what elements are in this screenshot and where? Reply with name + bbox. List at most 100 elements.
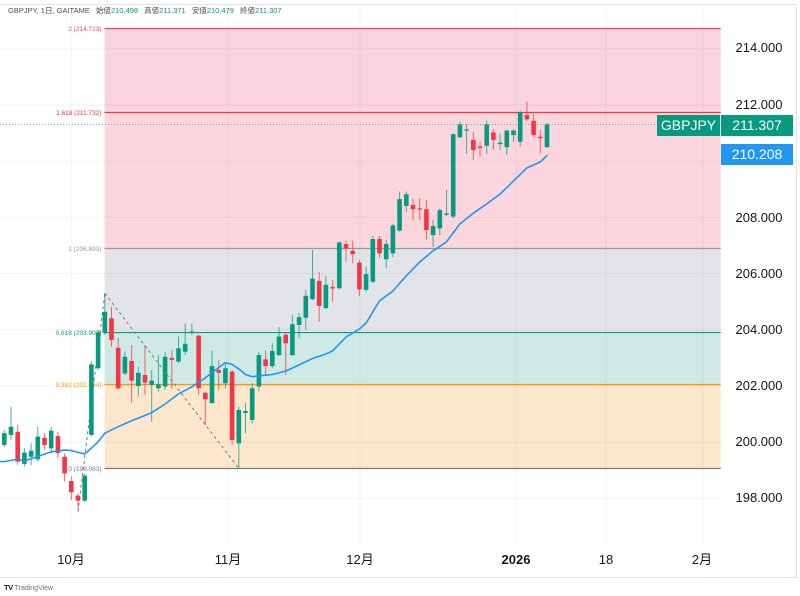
tradingview-logo[interactable]: TV TradingView — [4, 583, 53, 592]
last-price-tag: 211.307 — [721, 115, 793, 136]
moving-average-polyline — [0, 154, 548, 463]
candle — [370, 235, 376, 284]
candle — [62, 453, 67, 482]
candle-body — [249, 388, 255, 421]
candle-body — [383, 244, 389, 260]
candle — [316, 272, 322, 322]
candle-body — [55, 436, 61, 454]
candle — [42, 432, 47, 451]
symbol-legend[interactable]: GBPJPY, 1日, GAITAME 始値210.498 高値211.371 … — [8, 5, 286, 16]
candle — [203, 391, 208, 426]
candle — [142, 344, 148, 395]
price-tick: 200.000 — [735, 434, 783, 449]
candle — [28, 443, 34, 465]
ohlc-open-label: 始値 — [95, 6, 111, 15]
candle — [82, 473, 87, 502]
candle-body — [471, 139, 476, 150]
price-tick: 198.000 — [735, 490, 783, 505]
candle-body — [142, 375, 148, 383]
candle-body — [223, 368, 228, 384]
candle-body — [82, 475, 87, 501]
candle — [256, 351, 262, 392]
candle-body — [424, 209, 429, 231]
candle — [69, 476, 74, 501]
candle — [323, 275, 329, 310]
candle-body — [209, 366, 215, 404]
candle-body — [316, 280, 322, 306]
candle — [517, 110, 523, 147]
candle-body — [350, 250, 355, 255]
candle — [2, 429, 7, 447]
candle — [464, 124, 469, 154]
candle — [350, 240, 355, 264]
candle — [102, 293, 108, 335]
candle — [504, 130, 510, 156]
candle — [156, 355, 161, 392]
price-axis[interactable]: 214.000 212.000 210.000 208.000 206.000 … — [721, 5, 797, 545]
candle-body — [122, 356, 128, 374]
ohlc-open: 始値210.498 — [96, 6, 138, 15]
candle-body — [457, 124, 463, 138]
candle — [450, 133, 456, 219]
candle-body — [524, 115, 530, 120]
fib-zone — [104, 384, 721, 469]
candle — [189, 323, 195, 335]
candle — [484, 120, 489, 154]
moving-average-value-tag: 210.208 — [721, 144, 793, 165]
candle-body — [270, 350, 275, 367]
candle-body — [35, 436, 41, 460]
chart-frame — [0, 4, 797, 578]
candle-body — [8, 426, 14, 435]
candle — [296, 313, 302, 339]
candle — [196, 334, 201, 395]
candle-body — [109, 318, 114, 340]
candle-body — [203, 392, 208, 400]
candle — [383, 239, 389, 269]
candlestick-series — [2, 101, 550, 512]
candle — [176, 336, 181, 364]
candle — [169, 350, 175, 389]
candle-body — [397, 199, 402, 231]
time-label-dec: 12月 — [346, 552, 374, 567]
candle — [330, 280, 335, 302]
candle-body — [303, 295, 309, 318]
candle-body — [236, 409, 242, 444]
ohlc-high-value: 211.371 — [159, 6, 186, 15]
candle — [310, 249, 315, 301]
candle — [417, 198, 422, 220]
candle — [524, 101, 530, 121]
time-axis[interactable]: 10月 11月 12月 2026 18 2月 — [0, 545, 720, 577]
candle-body — [497, 142, 503, 145]
candle — [491, 129, 496, 150]
fib-zone — [104, 112, 721, 249]
candle-body — [363, 274, 369, 290]
candle — [8, 406, 14, 440]
candle — [95, 330, 101, 370]
fib-level-lines[interactable] — [104, 27, 721, 470]
candle — [290, 314, 295, 356]
candle-body — [464, 129, 469, 131]
candle — [223, 363, 228, 389]
ohlc-close: 終値211.307 — [240, 6, 282, 15]
candle-body — [417, 208, 422, 210]
candle-body — [102, 311, 108, 334]
candle-body — [538, 136, 543, 139]
candle-body — [450, 134, 456, 217]
candle-body — [276, 336, 282, 356]
candle-body — [28, 450, 34, 457]
time-label-18: 18 — [598, 552, 614, 567]
moving-average-line — [0, 154, 548, 463]
candle — [531, 113, 536, 137]
candle-body — [196, 335, 201, 389]
candle-body — [296, 317, 302, 326]
candle-body — [370, 239, 376, 282]
candle-body — [283, 334, 288, 344]
ohlc-high: 高値211.371 — [144, 6, 186, 15]
price-tick: 212.000 — [735, 97, 783, 112]
candle — [357, 259, 362, 297]
candle-body — [162, 356, 168, 387]
candle — [270, 343, 275, 369]
candle-body — [410, 205, 416, 210]
fib-label-0: 0 (199.063) — [68, 466, 101, 473]
